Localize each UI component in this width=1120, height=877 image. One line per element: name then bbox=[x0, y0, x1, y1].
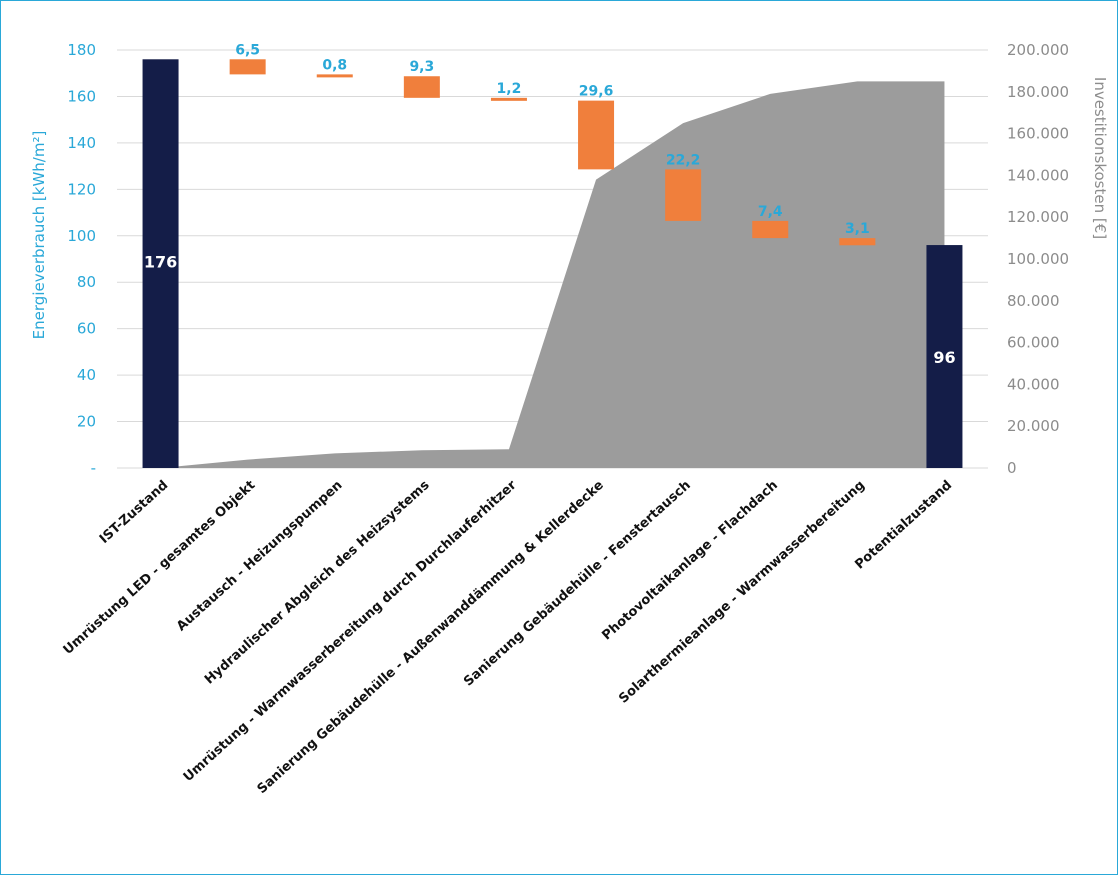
y-right-tick-label: 160.000 bbox=[1007, 125, 1069, 143]
delta-value-label: 1,2 bbox=[497, 81, 522, 97]
delta-bar bbox=[839, 238, 876, 246]
delta-value-label: 0,8 bbox=[322, 57, 347, 73]
y-left-tick-label: 20 bbox=[77, 413, 96, 431]
y-right-tick-label: 80.000 bbox=[1007, 292, 1060, 310]
delta-value-label: 3,1 bbox=[845, 221, 870, 237]
y-left-tick-label: - bbox=[91, 459, 96, 477]
y-right-tick-label: 40.000 bbox=[1007, 375, 1060, 393]
y-left-axis-title: Energieverbrauch [kWh/m²] bbox=[30, 131, 48, 340]
delta-value-label: 22,2 bbox=[666, 152, 701, 168]
category-label: Potentialzustand bbox=[852, 478, 955, 573]
total-value-label: 176 bbox=[144, 253, 177, 272]
category-label: IST-Zustand bbox=[97, 478, 171, 547]
y-right-axis-title: Investitionskosten [€] bbox=[1091, 77, 1109, 239]
y-right-tick-label: 140.000 bbox=[1007, 166, 1069, 184]
delta-value-label: 6,5 bbox=[235, 42, 260, 58]
y-left-tick-label: 120 bbox=[67, 180, 96, 198]
delta-bar bbox=[229, 59, 266, 75]
investment-area bbox=[160, 81, 945, 468]
right-axis-ticks: 0 20.000 40.000 60.000 80.000 100.000 120.000 1… bbox=[1007, 41, 1069, 477]
delta-bar bbox=[316, 74, 353, 78]
y-left-tick-label: 40 bbox=[77, 366, 96, 384]
y-right-tick-label: 20.000 bbox=[1007, 417, 1060, 435]
delta-value-label: 7,4 bbox=[758, 204, 783, 220]
total-bar bbox=[926, 245, 963, 468]
y-left-tick-label: 160 bbox=[67, 87, 96, 105]
total-bar bbox=[142, 59, 179, 469]
y-right-tick-label: 120.000 bbox=[1007, 208, 1069, 226]
category-label: Sanierung Gebäudehülle - Außenwanddämmun… bbox=[255, 478, 607, 797]
y-right-tick-label: 0 bbox=[1007, 459, 1017, 477]
y-left-tick-label: 140 bbox=[67, 134, 96, 152]
y-left-tick-label: 80 bbox=[77, 273, 96, 291]
delta-bar bbox=[752, 220, 789, 239]
delta-labels: 176 6,5 0,8 9,3 1,2 29,6 22,2 7,4 3,1 96 bbox=[144, 42, 956, 367]
delta-bar bbox=[665, 169, 702, 221]
y-left-tick-label: 60 bbox=[77, 320, 96, 338]
delta-value-label: 29,6 bbox=[579, 84, 614, 100]
y-right-tick-label: 180.000 bbox=[1007, 83, 1069, 101]
energy-bars bbox=[142, 59, 963, 469]
delta-bar bbox=[490, 97, 527, 101]
category-label: Austausch - Heizungspumpen bbox=[174, 478, 345, 634]
y-right-tick-label: 60.000 bbox=[1007, 334, 1060, 352]
y-right-tick-label: 100.000 bbox=[1007, 250, 1069, 268]
left-axis-ticks: - 20 40 60 80 100 120 140 160 180 bbox=[67, 41, 96, 477]
y-right-tick-label: 200.000 bbox=[1007, 41, 1069, 59]
category-label: Photovoltaikanlage - Flachdach bbox=[599, 478, 781, 644]
category-label: Umrüstung LED - gesamtes Objekt bbox=[61, 478, 259, 658]
delta-bar bbox=[403, 76, 440, 98]
y-left-tick-label: 180 bbox=[67, 41, 96, 59]
total-value-label: 96 bbox=[933, 348, 955, 367]
delta-bar bbox=[578, 100, 615, 170]
delta-value-label: 9,3 bbox=[409, 59, 434, 75]
category-label: Umrüstung - Warmwasserbereitung durch Du… bbox=[181, 477, 520, 785]
y-left-tick-label: 100 bbox=[67, 227, 96, 245]
